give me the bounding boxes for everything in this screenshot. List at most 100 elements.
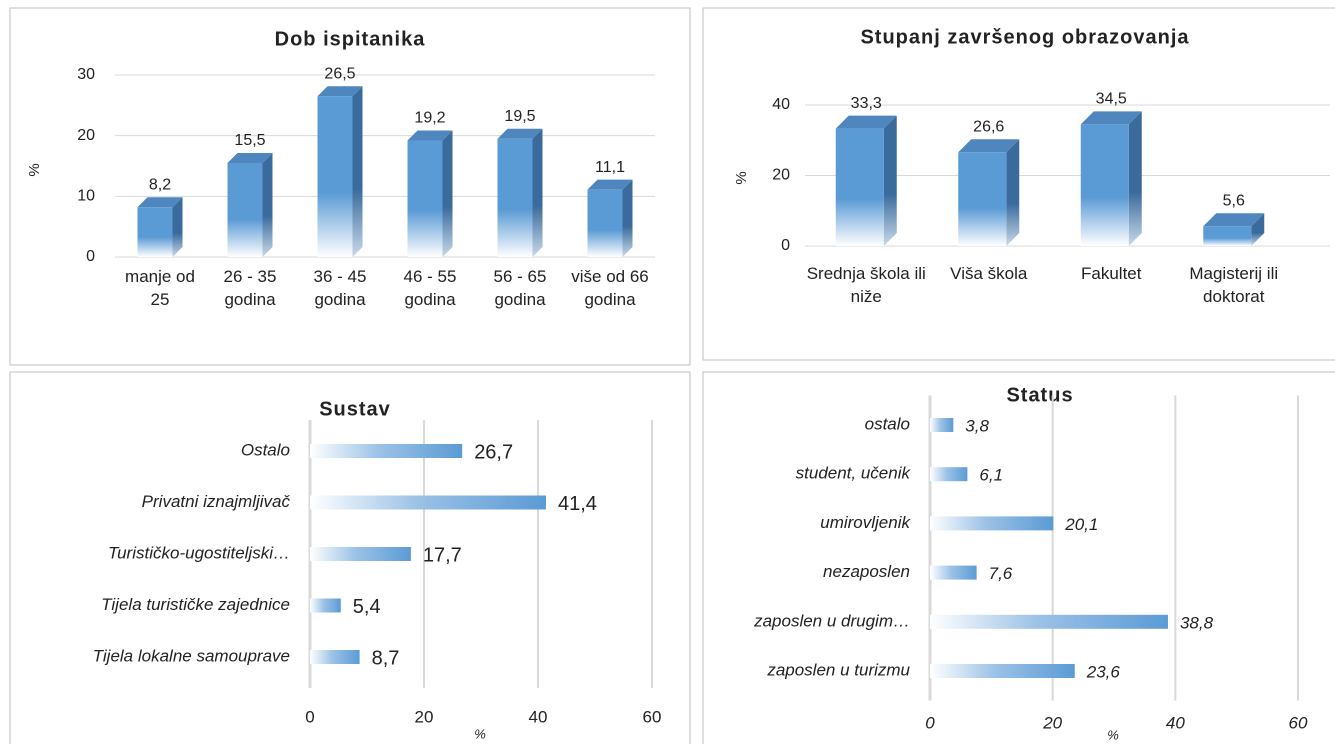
panel [9, 7, 691, 366]
bar-side [622, 179, 633, 257]
y-tick-label: nezaposlen [823, 562, 910, 581]
value-label: 38,8 [1180, 613, 1214, 632]
bar [497, 138, 533, 257]
value-label: 26,5 [324, 65, 355, 82]
chart-title: Status [1006, 384, 1073, 406]
x-tick-label: 40 [529, 707, 548, 726]
x-axis-label: % [474, 726, 486, 741]
x-tick-label: 40 [1166, 713, 1185, 732]
value-label: 34,5 [1096, 91, 1127, 108]
value-label: 7,6 [989, 564, 1013, 583]
y-tick-label: 40 [772, 96, 790, 113]
value-label: 11,1 [595, 159, 625, 176]
bar [310, 598, 341, 613]
bar [317, 96, 353, 257]
x-tick-label: više od 66 godina [571, 267, 649, 309]
bar-side [442, 130, 453, 257]
bar-top [317, 86, 363, 97]
x-tick-label: 36 - 45 godina [313, 267, 367, 309]
bar [930, 565, 977, 580]
bar [835, 128, 884, 246]
bar-side [352, 86, 363, 257]
bar [587, 189, 623, 257]
x-tick-label: 20 [415, 707, 434, 726]
bar-side [172, 197, 183, 257]
bar-top [497, 128, 543, 139]
x-tick-label: 0 [925, 713, 935, 732]
bar-side [1251, 213, 1265, 246]
bar-side [532, 128, 543, 257]
bar-top [1080, 111, 1142, 125]
y-tick-label: Privatni iznajmljivač [142, 492, 291, 511]
y-tick-label: Tijela lokalne samouprave [93, 646, 290, 665]
bar [227, 162, 263, 257]
chart-title: Dob ispitanika [275, 28, 426, 50]
bar-side [1128, 111, 1142, 246]
y-tick-label: 0 [86, 248, 95, 265]
y-tick-label: 0 [781, 237, 790, 254]
y-tick-label: ostalo [865, 414, 910, 433]
bar [958, 152, 1007, 246]
value-label: 15,5 [234, 132, 265, 149]
y-tick-label: Ostalo [241, 440, 290, 459]
x-tick-label: Viša škola [950, 264, 1028, 283]
value-label: 19,5 [504, 108, 535, 125]
x-tick-label: 46 - 55 godina [403, 267, 457, 309]
bar [1203, 226, 1252, 246]
value-label: 19,2 [414, 110, 445, 127]
bar [137, 207, 173, 257]
panel [702, 371, 1335, 744]
bar [310, 444, 463, 458]
bar [930, 467, 968, 482]
panel [702, 7, 1335, 361]
value-label: 5,4 [353, 596, 381, 618]
x-axis-label: % [1107, 727, 1119, 742]
chart-title: Stupanj završenog obrazovanja [860, 26, 1189, 48]
bar [930, 418, 954, 432]
bar-top [587, 179, 633, 190]
y-tick-label: umirovljenik [820, 513, 911, 532]
bar-top [1203, 213, 1265, 227]
value-label: 41,4 [558, 493, 597, 515]
y-axis-label: % [26, 163, 43, 176]
x-tick-label: 60 [1289, 713, 1308, 732]
value-label: 17,7 [423, 544, 462, 566]
y-tick-label: 10 [77, 188, 95, 205]
value-label: 8,7 [372, 647, 400, 669]
value-label: 33,3 [851, 95, 882, 112]
x-tick-label: 20 [1042, 713, 1062, 732]
bar [1080, 124, 1129, 246]
bar [930, 664, 1075, 678]
bar [310, 547, 411, 561]
chart-title: Sustav [319, 398, 391, 420]
panel [9, 371, 691, 744]
bar-top [407, 130, 453, 141]
value-label: 3,8 [965, 416, 989, 435]
value-label: 6,1 [979, 466, 1003, 485]
value-label: 5,6 [1223, 192, 1245, 209]
x-tick-label: Srednja škola ili niže [806, 264, 926, 306]
bar-top [958, 139, 1020, 153]
y-tick-label: student, učenik [796, 464, 912, 483]
value-label: 26,7 [474, 441, 513, 463]
x-tick-label: Fakultet [1081, 264, 1142, 283]
bar-side [262, 152, 273, 257]
bar [310, 650, 360, 664]
bar-top [227, 152, 273, 163]
x-tick-label: 0 [305, 707, 314, 726]
bar [930, 614, 1168, 629]
y-tick-label: zaposlen u drugim… [753, 611, 910, 630]
y-tick-label: 30 [77, 66, 95, 83]
bar-side [883, 115, 897, 247]
x-tick-label: 56 - 65 godina [493, 267, 547, 309]
value-label: 20,1 [1064, 515, 1098, 534]
y-tick-label: 20 [772, 167, 790, 184]
bar-side [1006, 139, 1020, 246]
bar [930, 516, 1054, 531]
bar [407, 140, 443, 257]
bar [310, 495, 546, 510]
y-tick-label: zaposlen u turizmu [766, 660, 910, 679]
value-label: 26,6 [973, 118, 1004, 135]
